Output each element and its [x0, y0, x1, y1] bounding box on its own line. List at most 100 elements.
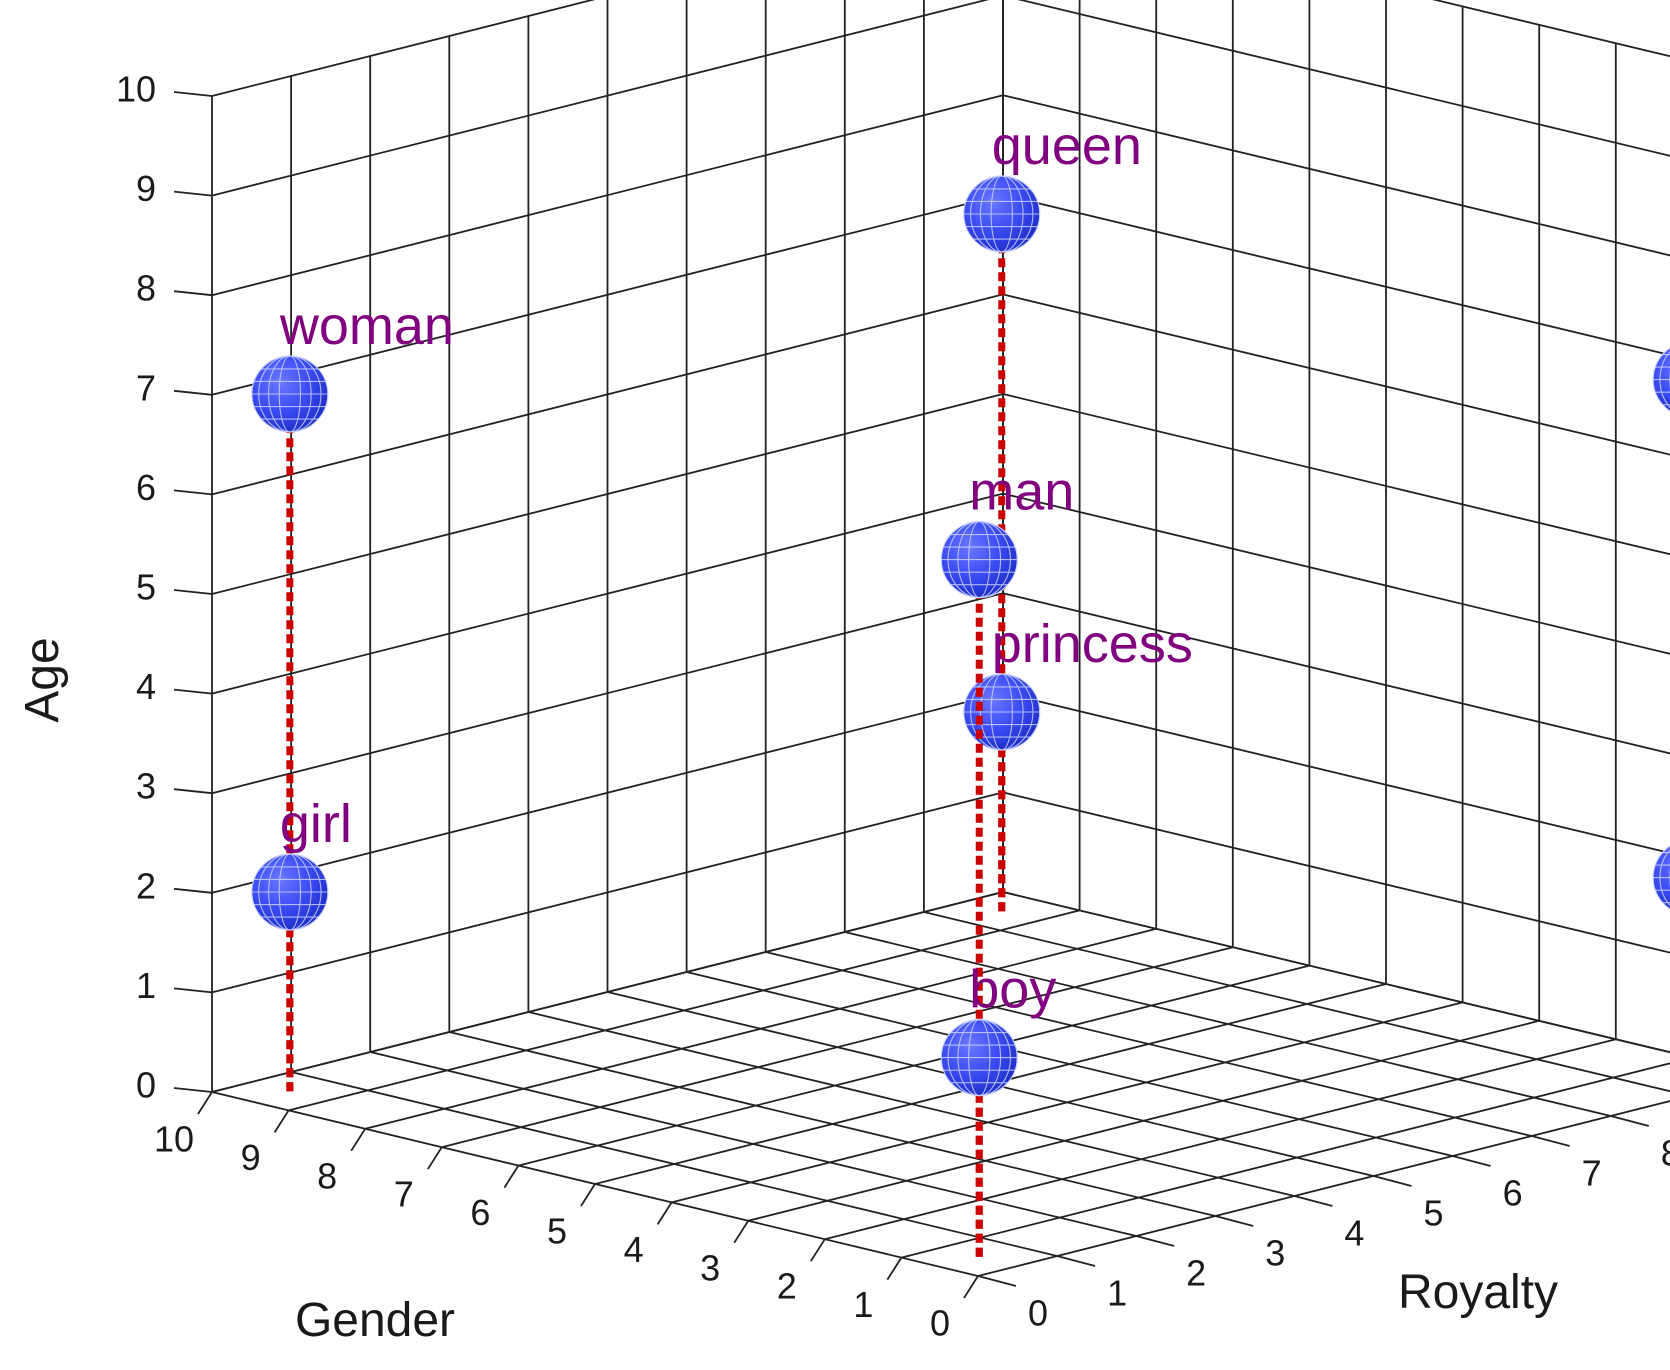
y-tick-mark-3 — [733, 1220, 749, 1244]
x-tick-label-1: 1 — [1107, 1273, 1127, 1314]
point-girl: girl — [251, 794, 352, 1092]
x-tick-label-0: 0 — [1028, 1293, 1048, 1334]
z-tick-mark-5 — [173, 589, 213, 595]
sphere-mesh-boy — [941, 1019, 1018, 1097]
right-wall-gridline-age-2 — [1002, 691, 1670, 854]
y-tick-label-1: 1 — [853, 1284, 873, 1325]
z-tick-mark-1 — [173, 987, 213, 994]
right-wall-gridline-age-6 — [1002, 293, 1670, 456]
point-label-queen: queen — [992, 116, 1142, 176]
z-tick-label-5: 5 — [136, 567, 156, 608]
x-tick-mark-6 — [1452, 1155, 1491, 1167]
z-tick-mark-7 — [173, 389, 213, 396]
chart-gridlines — [211, 0, 1670, 1277]
sphere-mesh-woman — [251, 355, 328, 433]
x-tick-mark-4 — [1294, 1195, 1333, 1207]
z-axis-title: Age — [16, 637, 69, 722]
z-tick-mark-4 — [173, 688, 213, 695]
sphere-mesh-man — [941, 521, 1018, 599]
z-tick-label-9: 9 — [136, 168, 156, 209]
point-label-woman: woman — [279, 296, 454, 356]
right-wall-gridline-age-5 — [1002, 393, 1670, 556]
point-label-girl: girl — [280, 794, 352, 854]
x-axis-title: Royalty — [1398, 1266, 1558, 1319]
z-tick-label-6: 6 — [136, 467, 156, 508]
z-tick-mark-0 — [173, 1087, 213, 1093]
right-wall-gridline-age-1 — [1002, 791, 1670, 954]
z-tick-label-1: 1 — [136, 965, 156, 1006]
y-tick-mark-5 — [580, 1183, 596, 1207]
y-tick-label-6: 6 — [470, 1192, 490, 1233]
point-label-princess: princess — [992, 614, 1193, 674]
sphere-mesh-girl — [251, 853, 328, 931]
back-wall-gridline-age-7 — [211, 193, 1004, 396]
floor-gridline-gender-10 — [211, 891, 1004, 1093]
right-wall-gridline-age-8 — [1002, 94, 1670, 257]
z-tick-label-2: 2 — [136, 865, 156, 906]
z-tick-label-7: 7 — [136, 367, 156, 408]
y-tick-mark-6 — [503, 1165, 520, 1189]
point-boy: boy — [940, 960, 1056, 1257]
y-tick-mark-1 — [886, 1257, 903, 1281]
point-label-man: man — [969, 462, 1074, 522]
y-tick-label-5: 5 — [547, 1211, 567, 1252]
data-points: woman girl queen princess man boy king prince — [251, 116, 1670, 1257]
point-princess: princess — [963, 614, 1193, 912]
x-tick-label-5: 5 — [1423, 1193, 1443, 1234]
right-wall-gridline-age-0 — [1002, 891, 1670, 1054]
x-tick-label-3: 3 — [1265, 1233, 1285, 1274]
y-tick-mark-10 — [197, 1091, 213, 1115]
x-tick-mark-7 — [1531, 1135, 1570, 1147]
x-tick-mark-8 — [1610, 1115, 1650, 1127]
y-tick-label-4: 4 — [624, 1229, 644, 1270]
point-king: king — [1652, 347, 1670, 412]
back-wall-gridline-age-5 — [211, 393, 1004, 595]
floor-gridline-royalty-7 — [765, 951, 1532, 1137]
y-tick-mark-0 — [963, 1275, 979, 1299]
z-tick-label-0: 0 — [136, 1065, 156, 1106]
floor-gridline-royalty-9 — [923, 911, 1670, 1093]
floor-gridline-royalty-6 — [686, 971, 1453, 1157]
y-tick-mark-2 — [810, 1238, 826, 1262]
x-tick-mark-2 — [1135, 1235, 1175, 1247]
floor-gridline-gender-1 — [901, 1062, 1670, 1259]
right-wall-gridline-age-10 — [1432, 0, 1670, 58]
floor-gridline-gender-6 — [518, 964, 1310, 1167]
point-prince: prince — [1652, 845, 1670, 910]
x-tick-label-6: 6 — [1503, 1173, 1523, 1214]
y-tick-mark-7 — [427, 1146, 443, 1170]
point-man: man — [940, 462, 1074, 1257]
floor-gridline-gender-9 — [288, 909, 1080, 1112]
point-label-boy: boy — [969, 960, 1056, 1020]
x-tick-mark-0 — [977, 1275, 1017, 1287]
y-tick-label-2: 2 — [777, 1266, 797, 1307]
x-tick-mark-3 — [1215, 1215, 1254, 1227]
back-wall-gridline-age-10 — [211, 0, 596, 97]
x-tick-label-8: 8 — [1661, 1133, 1670, 1174]
floor-gridline-gender-8 — [364, 927, 1157, 1130]
z-tick-label-3: 3 — [136, 766, 156, 807]
right-wall-gridline-age-7 — [1002, 193, 1670, 356]
back-wall-gridline-age-6 — [211, 293, 1004, 496]
y-tick-label-0: 0 — [930, 1303, 950, 1344]
y-tick-label-9: 9 — [241, 1137, 261, 1178]
x-tick-label-2: 2 — [1186, 1253, 1206, 1294]
y-axis-title: Gender — [295, 1294, 455, 1347]
z-tick-mark-8 — [173, 290, 213, 297]
x-tick-label-4: 4 — [1344, 1213, 1364, 1254]
x-tick-label-7: 7 — [1582, 1153, 1602, 1194]
floor-gridline-royalty-8 — [844, 931, 1612, 1117]
y-tick-mark-9 — [273, 1109, 290, 1133]
y-tick-label-10: 10 — [154, 1119, 194, 1160]
z-tick-label-8: 8 — [136, 268, 156, 309]
y-tick-label-3: 3 — [700, 1247, 720, 1288]
floor-gridline-gender-7 — [441, 946, 1234, 1149]
x-tick-mark-1 — [1056, 1255, 1096, 1267]
z-tick-mark-6 — [173, 489, 213, 496]
x-tick-mark-5 — [1373, 1175, 1412, 1187]
z-tick-mark-10 — [173, 91, 213, 97]
axis-titles: Age Gender Royalty — [16, 637, 1558, 1347]
back-wall-gridline-age-9 — [211, 0, 990, 197]
y-tick-mark-4 — [656, 1201, 673, 1225]
